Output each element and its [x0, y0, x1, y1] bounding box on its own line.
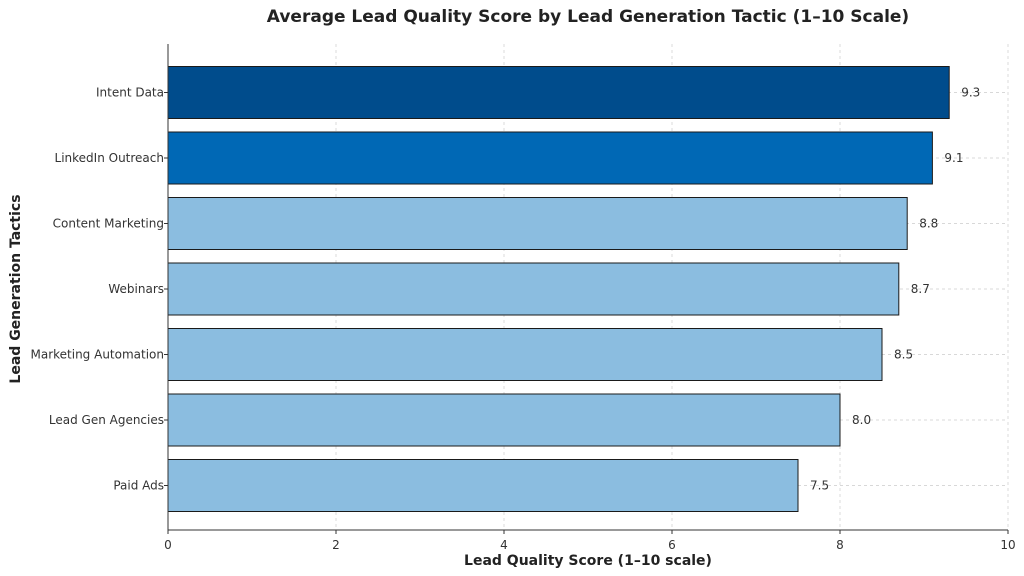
chart-title: Average Lead Quality Score by Lead Gener… [267, 7, 909, 27]
y-tick-label: Content Marketing [53, 217, 164, 231]
x-tick-label: 2 [332, 538, 340, 552]
x-ticks: 0 2 4 6 8 10 [164, 530, 1016, 552]
bar [167, 131, 933, 185]
x-tick-label: 8 [836, 538, 844, 552]
y-tick-label: Webinars [108, 282, 164, 296]
y-ticks: Intent Data LinkedIn Outreach Content Mark… [30, 86, 168, 493]
bar [167, 459, 799, 512]
x-axis-label: Lead Quality Score (1–10 scale) [464, 553, 712, 569]
x-tick-label: 6 [668, 538, 676, 552]
y-tick-label: Lead Gen Agencies [49, 413, 164, 427]
y-tick-label: LinkedIn Outreach [55, 151, 164, 165]
y-tick-label: Paid Ads [113, 479, 164, 493]
data-labels: 9.3 9.1 8.8 8.7 8.5 8.0 7.5 [810, 86, 980, 493]
y-tick-label: Marketing Automation [30, 348, 164, 362]
x-tick-label: 10 [1000, 538, 1015, 552]
bar [167, 328, 883, 381]
axes [167, 44, 1008, 531]
data-label: 8.8 [919, 217, 938, 231]
data-label: 9.3 [961, 86, 980, 100]
data-label: 9.1 [944, 151, 963, 165]
x-tick-label: 0 [164, 538, 172, 552]
data-label: 8.7 [911, 282, 930, 296]
data-label: 8.0 [852, 413, 871, 427]
data-label: 7.5 [810, 479, 829, 493]
bars [167, 66, 950, 512]
bar [167, 66, 950, 119]
y-tick-label: Intent Data [96, 86, 164, 100]
bar [167, 262, 900, 316]
x-tick-label: 4 [500, 538, 508, 552]
data-label: 8.5 [894, 348, 913, 362]
y-axis-label: Lead Generation Tactics [8, 194, 24, 383]
bar [167, 197, 908, 250]
bar [167, 393, 841, 447]
